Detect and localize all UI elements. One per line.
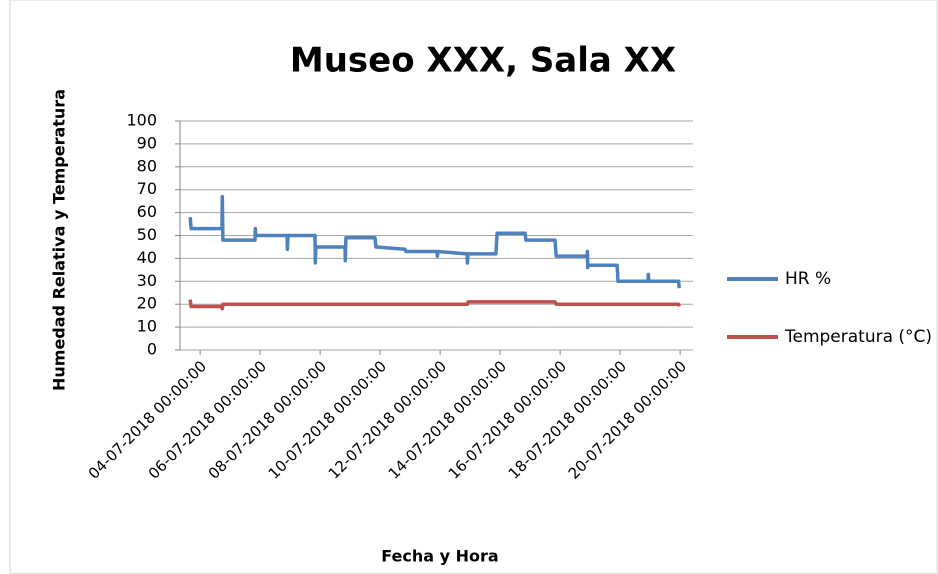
legend-label: Temperatura (°C) (785, 327, 933, 347)
y-tick-label: 20 (137, 294, 157, 313)
chart-title: Museo XXX, Sala XX (290, 41, 676, 81)
y-tick-label: 70 (137, 179, 157, 198)
y-tick-label: 60 (137, 202, 157, 221)
y-tick-label: 50 (137, 225, 157, 244)
legend-label: HR % (785, 269, 832, 289)
y-tick-label: 80 (137, 156, 157, 175)
y-tick-label: 0 (147, 340, 157, 359)
y-tick-label: 90 (137, 133, 157, 152)
y-tick-label: 40 (137, 248, 157, 267)
y-tick-label: 30 (137, 271, 157, 290)
y-tick-label: 100 (126, 111, 157, 130)
y-tick-label: 10 (137, 317, 157, 336)
x-axis-label: Fecha y Hora (381, 547, 498, 566)
series-line (188, 194, 681, 289)
y-axis-label: Humedad Relativa y Temperatura (50, 89, 69, 391)
series-line (188, 299, 681, 311)
chart-border (9, 0, 938, 574)
